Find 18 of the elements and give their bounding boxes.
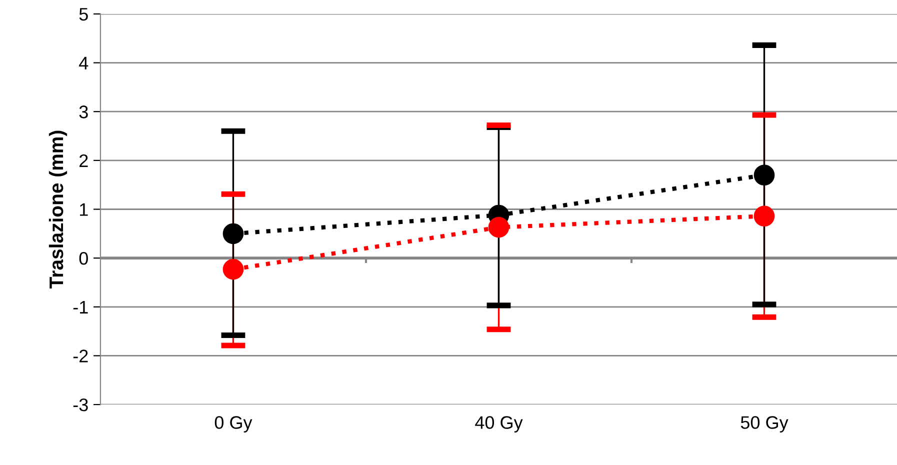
x-tick-label: 0 Gy <box>214 416 252 432</box>
y-tick-label: -1 <box>73 301 88 314</box>
point <box>754 206 775 227</box>
x-tick-label: 50 Gy <box>740 416 788 432</box>
y-tick-label: 4 <box>79 56 88 70</box>
y-tick-label: 5 <box>79 8 88 21</box>
y-tick-label: 2 <box>80 154 88 167</box>
y-axis-title: Traslazione (mm) <box>48 130 68 288</box>
x-tick-label: 40 Gy <box>475 416 523 432</box>
y-tick-label: -3 <box>73 398 88 412</box>
y-tick-label: 3 <box>79 106 88 118</box>
y-tick-label: 1 <box>80 203 88 216</box>
y-tick-label: -2 <box>73 350 88 362</box>
point <box>488 216 510 238</box>
point <box>222 223 244 244</box>
point <box>754 164 775 186</box>
point <box>222 258 244 280</box>
y-tick-label: 0 <box>79 252 88 265</box>
